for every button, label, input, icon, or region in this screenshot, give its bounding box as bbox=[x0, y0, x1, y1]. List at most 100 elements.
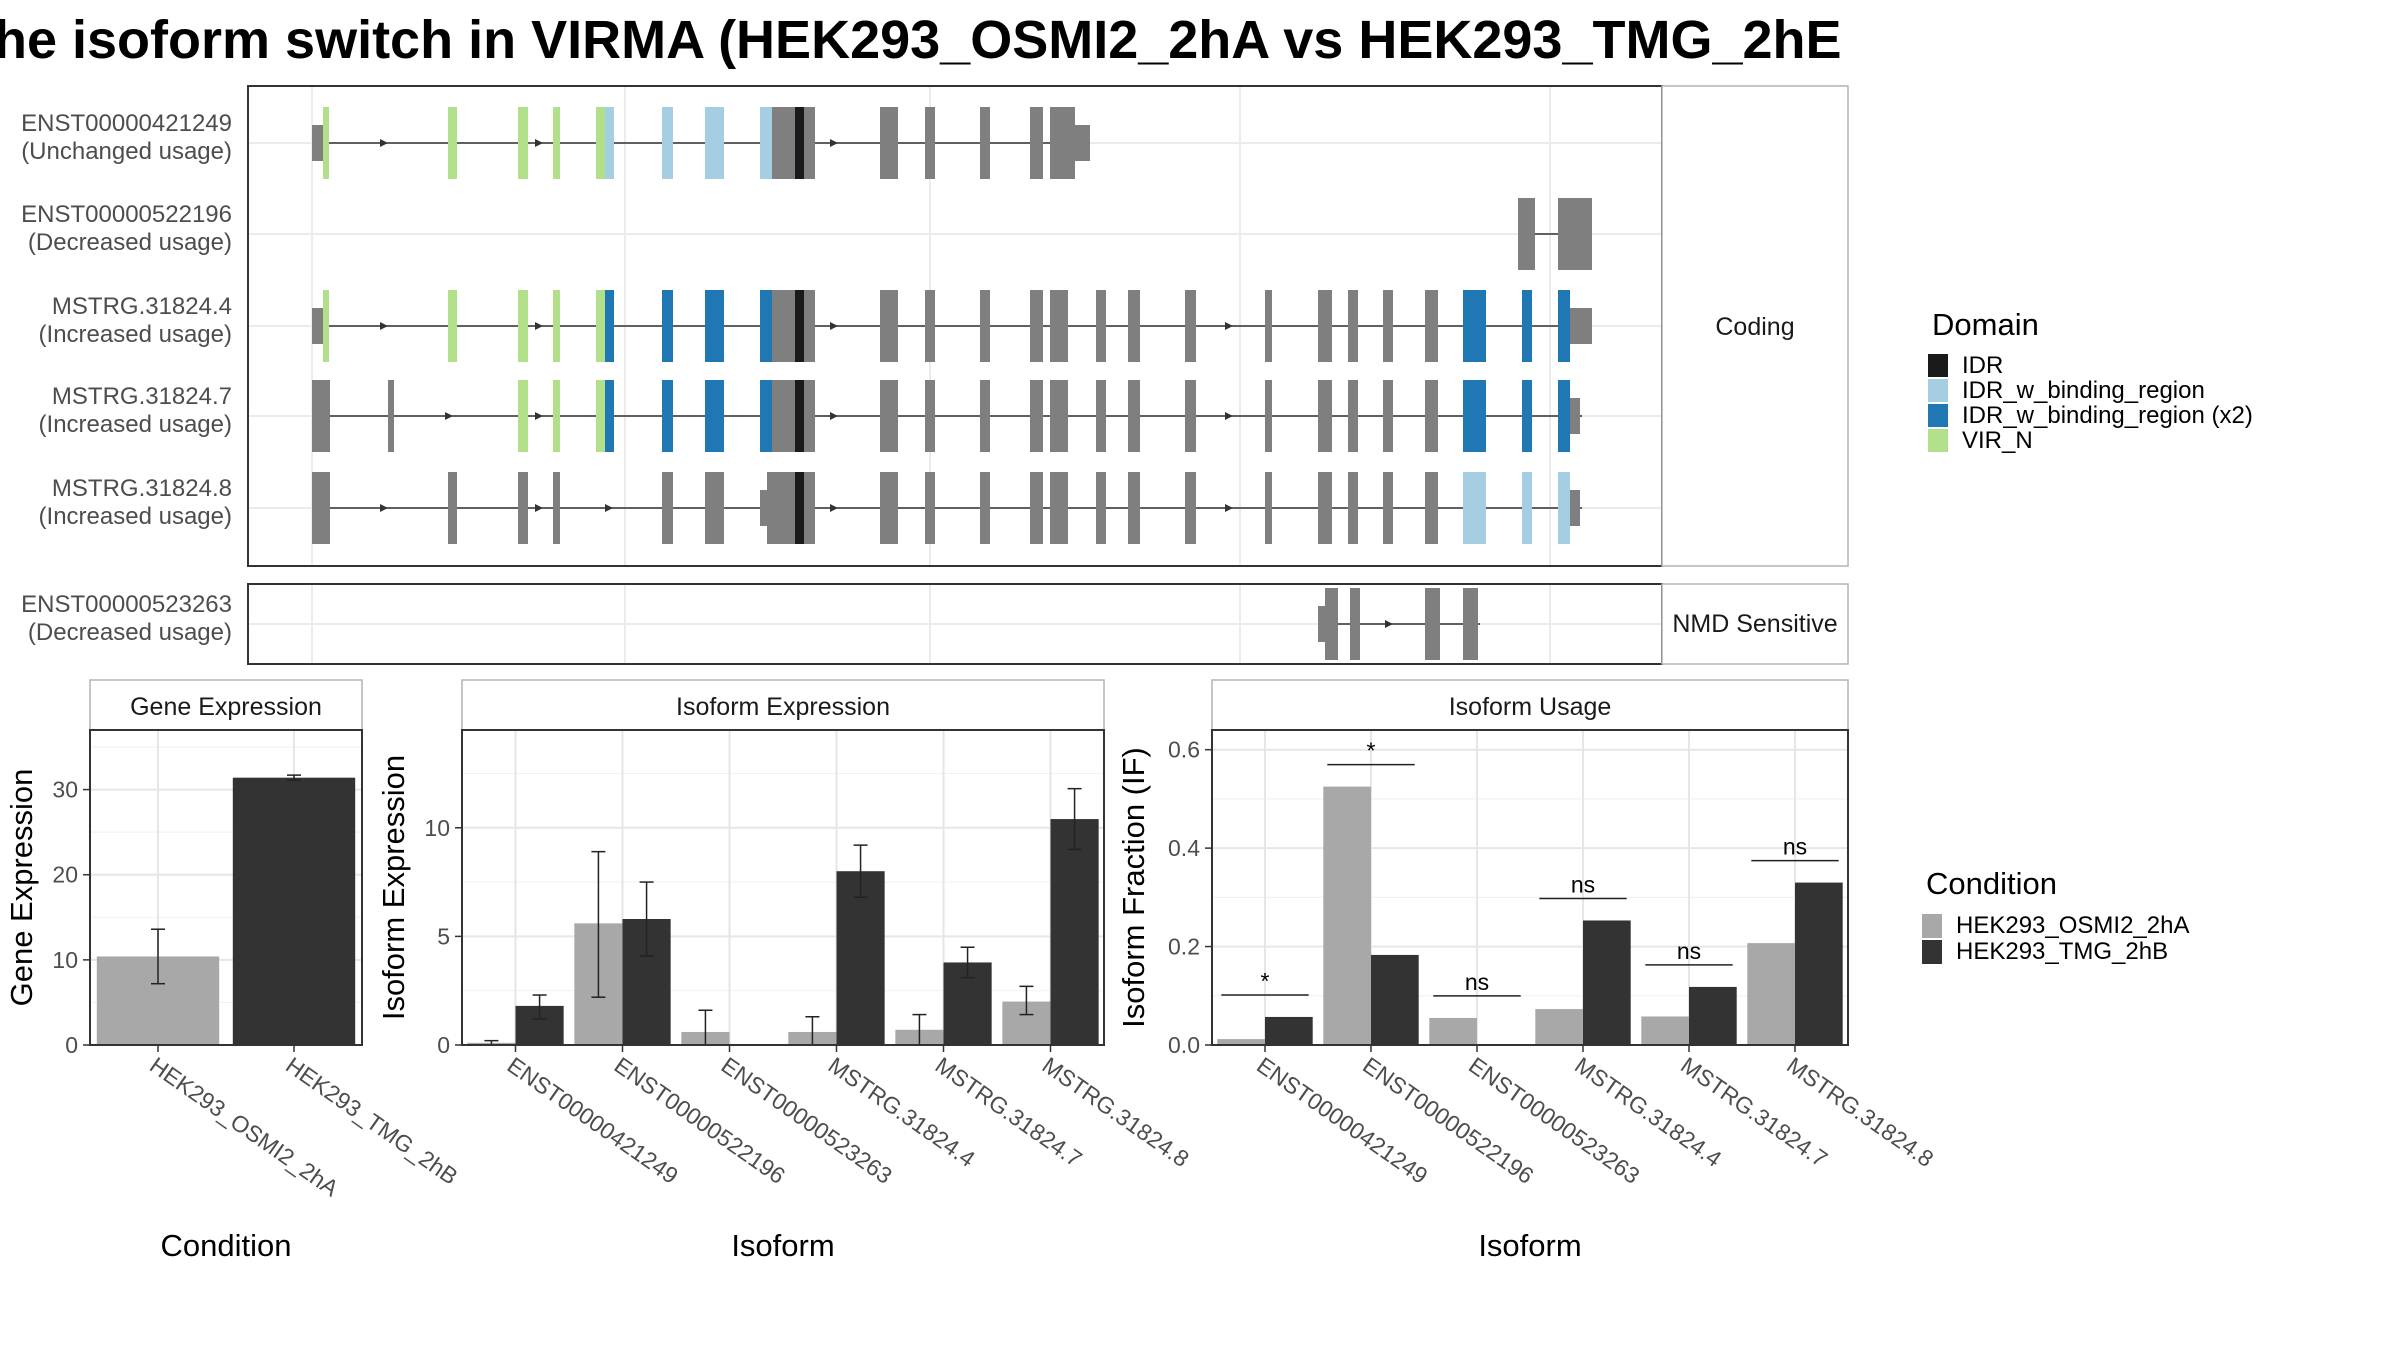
exon bbox=[388, 380, 394, 452]
exon bbox=[1350, 588, 1360, 660]
bar bbox=[836, 871, 885, 1045]
condition-legend-key bbox=[1922, 940, 1942, 964]
exon bbox=[518, 290, 528, 362]
exon bbox=[605, 290, 614, 362]
x-tick-label: ENST00000522196 bbox=[1358, 1052, 1538, 1189]
exon bbox=[662, 107, 673, 179]
exon bbox=[1318, 380, 1332, 452]
y-tick-label: 30 bbox=[52, 777, 78, 803]
domain-legend-label: IDR_w_binding_region bbox=[1962, 377, 2205, 404]
nmd-transcripts-panel: ENST00000523263(Decreased usage) bbox=[21, 583, 1663, 665]
error-bar bbox=[532, 994, 547, 1020]
exon bbox=[1425, 290, 1438, 362]
exon bbox=[1570, 490, 1580, 526]
y-axis-title: Isoform Expression bbox=[376, 755, 411, 1020]
error-bar bbox=[151, 928, 165, 985]
exon bbox=[323, 107, 329, 179]
facet-strip bbox=[1211, 679, 1849, 731]
chart-title: Isoform Expression bbox=[676, 693, 890, 721]
exon bbox=[880, 380, 898, 452]
condition-legend-key bbox=[1922, 914, 1942, 938]
bar bbox=[1217, 1039, 1265, 1045]
exon bbox=[448, 290, 457, 362]
x-tick-label: ENST00000522196 bbox=[610, 1052, 790, 1189]
y-tick-label: 0.0 bbox=[1168, 1032, 1200, 1058]
exon bbox=[662, 290, 673, 362]
bar bbox=[232, 777, 356, 1045]
exon bbox=[1570, 398, 1580, 434]
exon bbox=[980, 380, 990, 452]
y-tick-label: 20 bbox=[52, 862, 78, 888]
exon bbox=[1558, 380, 1570, 452]
exon bbox=[795, 290, 804, 362]
exon bbox=[312, 472, 330, 544]
exon bbox=[1030, 472, 1043, 544]
exon bbox=[880, 290, 898, 362]
significance-marker: ns bbox=[1751, 834, 1839, 862]
exon bbox=[1318, 606, 1325, 642]
transcript-structure bbox=[312, 107, 1090, 179]
isoform-expression-chart: Isoform Expression 0 5 10 ENST00000421249ENS… bbox=[376, 679, 1194, 1263]
y-tick-label: 10 bbox=[424, 815, 450, 841]
exon bbox=[518, 107, 528, 179]
exon bbox=[1463, 290, 1486, 362]
exon bbox=[1265, 380, 1272, 452]
condition-legend-label: HEK293_TMG_2hB bbox=[1956, 938, 2168, 965]
error-bar bbox=[1019, 985, 1034, 1016]
domain-legend-label: VIR_N bbox=[1962, 427, 2033, 454]
x-tick-label: ENST00000523263 bbox=[1464, 1052, 1644, 1189]
exon bbox=[980, 290, 990, 362]
svg-text:*: * bbox=[1261, 968, 1270, 994]
y-tick-label: 0.6 bbox=[1168, 737, 1200, 763]
exon bbox=[1185, 290, 1196, 362]
y-tick-label: 10 bbox=[52, 947, 78, 973]
x-tick-label: ENST00000421249 bbox=[503, 1052, 683, 1189]
domain-legend-label: IDR bbox=[1962, 352, 2003, 379]
exon bbox=[1383, 472, 1393, 544]
exon bbox=[772, 107, 795, 179]
exon bbox=[760, 290, 772, 362]
exon bbox=[804, 472, 815, 544]
exon bbox=[1518, 198, 1535, 270]
svg-text:*: * bbox=[1367, 738, 1376, 764]
exon bbox=[1265, 472, 1272, 544]
x-tick-label: ENST00000421249 bbox=[1252, 1052, 1432, 1189]
bar bbox=[1747, 943, 1795, 1045]
exon bbox=[1325, 588, 1338, 660]
isoform-id-label: MSTRG.31824.7 bbox=[52, 383, 232, 410]
exon bbox=[705, 472, 724, 544]
exon bbox=[312, 380, 330, 452]
significance-marker: ns bbox=[1539, 871, 1627, 900]
exon bbox=[772, 290, 795, 362]
exon bbox=[518, 472, 528, 544]
coding-strip-label: Coding bbox=[1715, 313, 1794, 341]
transcript-structure bbox=[312, 290, 1592, 362]
exon bbox=[760, 490, 767, 526]
isoform-id-label: ENST00000421249 bbox=[21, 110, 232, 137]
exon bbox=[1570, 308, 1592, 344]
isoform-usage-label: (Increased usage) bbox=[39, 411, 232, 438]
exon bbox=[312, 308, 323, 344]
condition-legend-title: Condition bbox=[1926, 866, 2057, 901]
exon bbox=[1463, 380, 1486, 452]
exon bbox=[1030, 107, 1043, 179]
significance-marker: * bbox=[1327, 738, 1415, 766]
svg-text:ns: ns bbox=[1465, 969, 1489, 995]
exon bbox=[767, 472, 795, 544]
error-bar bbox=[1067, 787, 1082, 851]
exon bbox=[553, 290, 560, 362]
y-tick-label: 0.2 bbox=[1168, 934, 1200, 960]
domain-legend: Domain IDRIDR_w_binding_regionIDR_w_bind… bbox=[1928, 307, 2253, 454]
isoform-id-label: ENST00000523263 bbox=[21, 591, 232, 618]
exon bbox=[705, 107, 724, 179]
exon bbox=[1050, 107, 1075, 179]
bar bbox=[1535, 1009, 1583, 1045]
isoform-usage-label: (Unchanged usage) bbox=[21, 138, 232, 165]
exon bbox=[518, 380, 528, 452]
exon bbox=[553, 107, 560, 179]
exon bbox=[1558, 290, 1570, 362]
exon bbox=[1425, 380, 1438, 452]
exon bbox=[925, 290, 935, 362]
